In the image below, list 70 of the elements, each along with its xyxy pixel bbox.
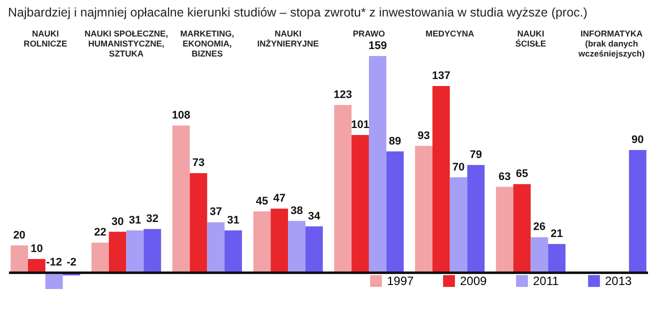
data-label: 45 [256, 195, 268, 208]
bar [352, 135, 369, 273]
x-tick-label: NAUKI ŚCISŁE [515, 28, 546, 48]
bar [432, 86, 450, 273]
chart-title: Najbardziej i najmniej opłacalne kierunki studiów – stopa zwrotu* z inwestowania w studia wyższe (proc.) [8, 6, 588, 20]
x-tick-label: MEDYCYNA [426, 28, 474, 38]
data-label: 37 [210, 206, 222, 218]
data-label: 22 [94, 226, 106, 239]
data-label: 73 [192, 157, 205, 170]
data-label: 108 [172, 109, 190, 122]
data-label: 63 [498, 170, 511, 183]
bar [288, 220, 306, 273]
bar [224, 230, 242, 273]
x-tick-label: NAUKI SPOŁECZNE, HUMANISTYCZNE, SZTUKA [84, 28, 168, 58]
data-label: 65 [516, 168, 528, 180]
data-label: 34 [308, 210, 322, 222]
bar [253, 211, 271, 273]
x-tick-label: NAUKI ROLNICZE [24, 28, 68, 48]
data-label: 47 [273, 192, 286, 205]
bar [548, 244, 566, 273]
data-label: 89 [388, 135, 402, 148]
data-label: 159 [368, 40, 387, 52]
data-label: 90 [632, 134, 644, 146]
bar [45, 272, 63, 289]
data-label: 10 [30, 243, 43, 256]
bar [28, 259, 46, 273]
bar [334, 105, 352, 273]
x-tick-label: MARKETING, EKONOMIA, BIZNES [180, 28, 234, 58]
data-label: -2 [66, 256, 76, 269]
data-label: 30 [111, 216, 124, 228]
x-tick-label: PRAWO [352, 28, 386, 38]
bar [207, 222, 225, 273]
bar [368, 56, 386, 273]
legend-label: 2009 [460, 274, 488, 288]
x-tick-label: NAUKI INŻYNIERYJNE [257, 28, 320, 48]
bar [270, 208, 288, 273]
data-label: 21 [550, 228, 563, 240]
bar [450, 177, 468, 273]
bar [126, 230, 144, 273]
x-tick-label: INFORMATYKA (brak danych wcześniejszych) [578, 28, 645, 58]
bar [108, 232, 126, 273]
data-label: 38 [290, 204, 303, 217]
data-label: -12 [46, 256, 62, 269]
bar [386, 151, 404, 273]
data-label: 137 [432, 70, 450, 82]
bar [144, 229, 162, 273]
bar [190, 173, 208, 273]
bar [305, 226, 323, 273]
bar [496, 186, 514, 273]
data-label: 20 [13, 229, 26, 242]
data-label: 26 [533, 221, 546, 234]
bar [415, 146, 432, 273]
data-label: 123 [334, 89, 352, 102]
data-label: 79 [470, 149, 482, 162]
legend-label: 1997 [387, 274, 414, 288]
legend-label: 2011 [533, 274, 560, 288]
bar [467, 165, 485, 273]
data-label: 31 [227, 214, 240, 226]
data-label: 70 [452, 161, 465, 174]
bar [513, 184, 531, 273]
bar [628, 150, 646, 273]
data-label: 93 [418, 130, 430, 142]
bar [10, 245, 28, 273]
bar [92, 242, 109, 273]
data-label: 31 [128, 214, 142, 226]
bar [530, 237, 548, 273]
data-label: 101 [351, 119, 370, 132]
data-label: 32 [146, 213, 158, 226]
legend-label: 2013 [605, 274, 632, 288]
bar [172, 125, 190, 273]
